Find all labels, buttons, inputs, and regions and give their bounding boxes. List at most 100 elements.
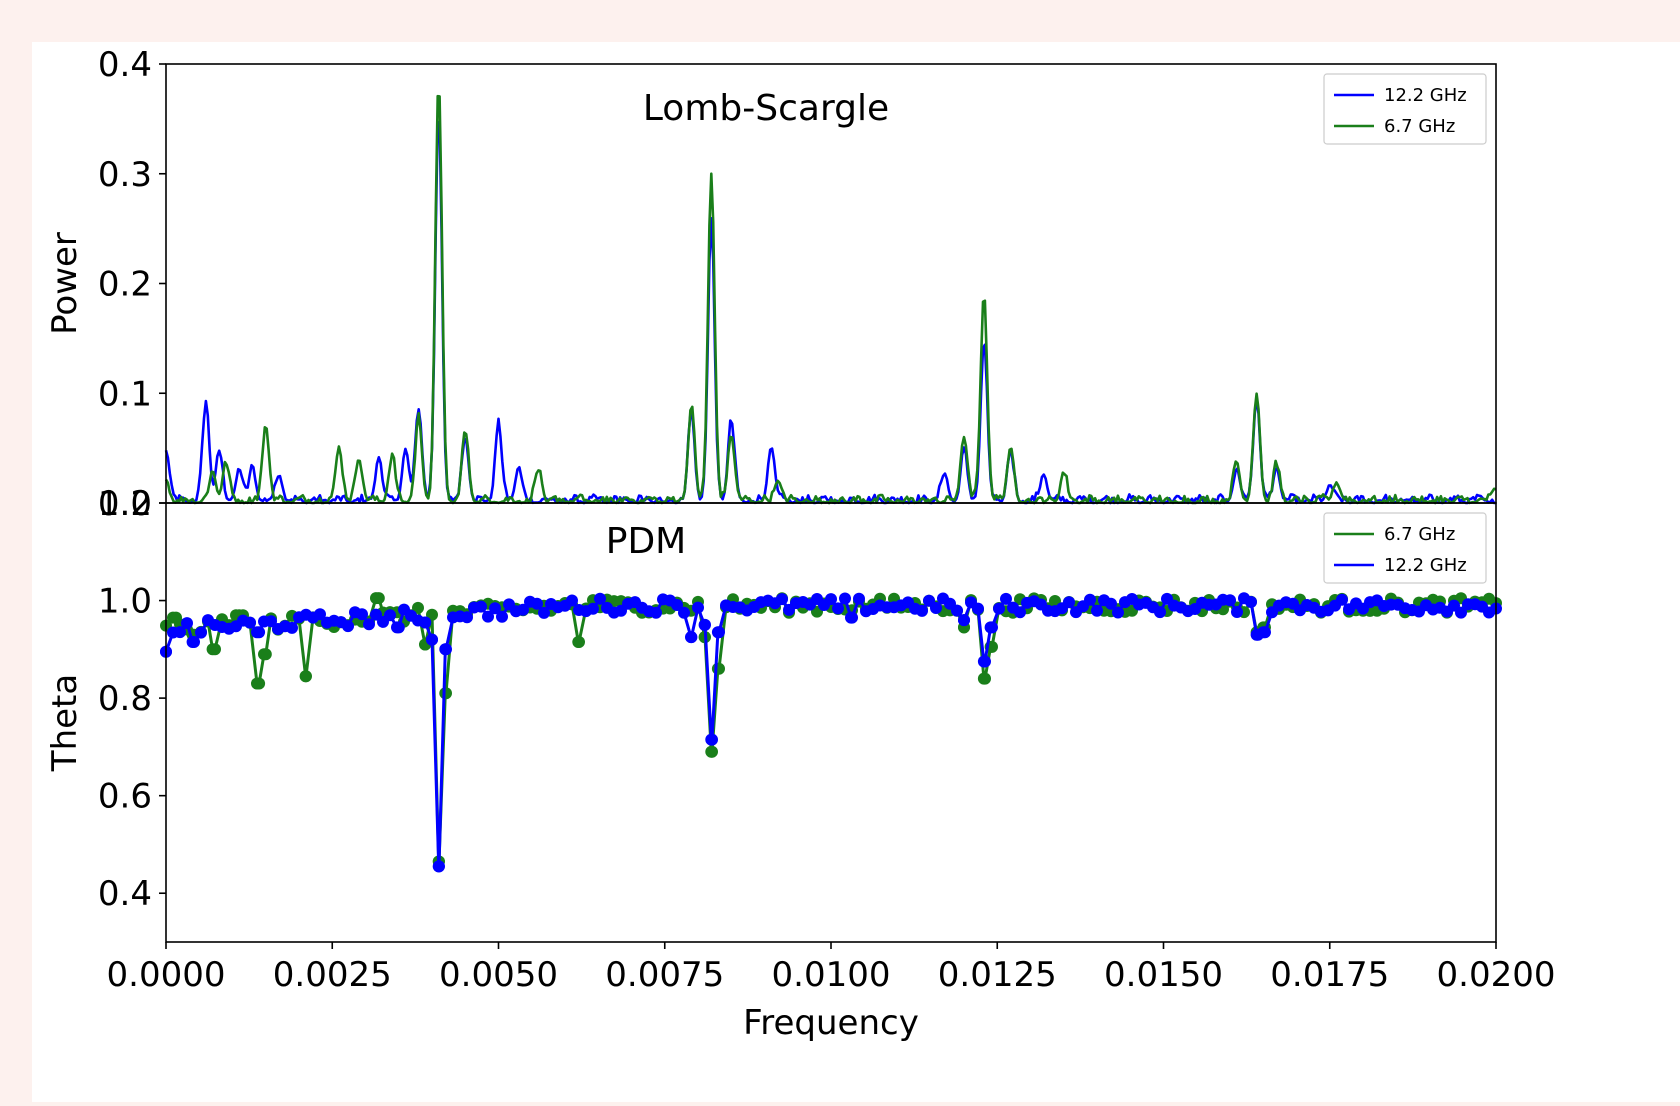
y-tick-label: 0.0 xyxy=(98,484,152,524)
x-tick-label: 0.0150 xyxy=(1104,955,1223,995)
panel-title: Lomb-Scargle xyxy=(643,88,889,129)
pdm-data-point xyxy=(1000,592,1012,605)
pdm-axes-frame xyxy=(165,502,1497,943)
pdm-data-point xyxy=(839,592,851,605)
pdm-data-point xyxy=(195,626,207,639)
pdm-data-point xyxy=(776,593,788,606)
pdm-data-point xyxy=(587,602,599,615)
pdm-data-point xyxy=(482,610,494,623)
pdm-data-point xyxy=(1455,606,1467,619)
pdm-data-point xyxy=(1154,606,1166,619)
y-tick-label: 0.3 xyxy=(98,155,152,195)
x-tick-label: 0.0125 xyxy=(938,955,1057,995)
pdm-data-point xyxy=(181,617,193,630)
pdm-data-point xyxy=(993,602,1005,615)
legend-label: 12.2 GHz xyxy=(1384,85,1467,106)
pdm-data-point xyxy=(475,600,487,613)
y-tick-label: 0.8 xyxy=(98,679,152,719)
pdm-data-point xyxy=(1245,596,1257,608)
pdm-data-point xyxy=(419,616,432,629)
pdm-data-point xyxy=(244,616,256,629)
legend-label: 6.7 GHz xyxy=(1384,524,1455,545)
figure: 0.0 0.1 0.2 0.3 0.4 Power Lomb-Scargle 12.2 GHz… xyxy=(32,42,1680,1102)
ls-series-line-122ghz xyxy=(164,120,1497,505)
pdm-data-point xyxy=(594,592,606,605)
periodogram-chart: 0.0 0.1 0.2 0.3 0.4 Power Lomb-Scargle 12.2 GHz… xyxy=(45,45,1555,1043)
pdm-data-point xyxy=(384,609,396,622)
pdm-data-point xyxy=(650,606,662,619)
pdm-data-point xyxy=(1084,593,1096,606)
pdm-data-point xyxy=(1014,606,1026,619)
x-tick-label: 0.0100 xyxy=(772,955,891,995)
pdm-data-point xyxy=(972,602,984,615)
pdm-data-point xyxy=(825,593,837,606)
pdm-data-point xyxy=(706,733,718,746)
pdm-data-point xyxy=(440,687,452,700)
legend-label: 12.2 GHz xyxy=(1384,555,1467,576)
pdm-data-point xyxy=(412,601,424,614)
x-axis-title: Frequency xyxy=(743,1003,919,1043)
pdm-data-point xyxy=(461,611,473,624)
pdm-data-point xyxy=(259,648,272,661)
y-tick-label: 1.0 xyxy=(98,582,152,622)
ls-legend: 12.2 GHz 6.7 GHz xyxy=(1323,73,1487,145)
y-tick-label: 0.4 xyxy=(98,45,152,85)
y-tick-label: 0.1 xyxy=(98,374,152,414)
pdm-data-point xyxy=(958,614,970,627)
pdm-data-point xyxy=(253,626,266,639)
y-axis-title: Theta xyxy=(45,674,85,772)
pdm-data-point xyxy=(517,603,529,616)
pdm-data-point xyxy=(300,670,312,683)
pdm-data-point xyxy=(253,677,266,690)
x-tick-label: 0.0075 xyxy=(605,955,724,995)
pdm-data-point xyxy=(188,636,200,648)
pdm-data-point xyxy=(706,745,718,758)
pdm-data-point xyxy=(986,621,998,634)
pdm-data-point xyxy=(566,594,578,607)
pdm-data-point xyxy=(531,597,543,610)
pdm-data-point xyxy=(678,606,690,619)
y-axis-title: Power xyxy=(45,232,85,335)
pdm-panel: 0.4 0.6 0.8 1.0 1.2 Theta PDM 0.0000 0.0025 0.005… xyxy=(45,484,1555,1043)
pdm-data-point xyxy=(489,602,501,615)
pdm-data-point xyxy=(951,604,963,617)
pdm-data-point xyxy=(174,626,186,639)
pdm-data-point xyxy=(979,655,991,668)
pdm-data-point xyxy=(426,633,438,646)
pdm-data-point xyxy=(265,615,277,628)
pdm-data-point xyxy=(573,636,585,648)
pdm-data-point xyxy=(440,643,452,656)
x-tick-label: 0.0025 xyxy=(273,955,392,995)
pdm-data-point xyxy=(930,602,942,614)
pdm-data-point xyxy=(342,620,354,633)
pdm-series-line-67ghz xyxy=(164,596,1497,863)
pdm-data-point xyxy=(846,611,858,624)
pdm-data-point xyxy=(356,608,368,621)
pdm-data-point xyxy=(685,631,698,644)
pdm-data-point xyxy=(1063,596,1075,609)
pdm-data-point xyxy=(1224,594,1236,607)
y-tick-label: 0.4 xyxy=(98,874,152,914)
pdm-data-point xyxy=(1336,593,1348,606)
pdm-data-point xyxy=(1259,626,1271,639)
pdm-data-point xyxy=(433,860,445,873)
pdm-data-point xyxy=(671,599,683,611)
pdm-data-point xyxy=(699,618,711,631)
pdm-data-point xyxy=(314,608,326,621)
x-tick-label: 0.0050 xyxy=(439,955,558,995)
pdm-data-point xyxy=(286,621,298,634)
x-tick-label: 0.0175 xyxy=(1270,955,1389,995)
pdm-data-point xyxy=(692,601,704,614)
pdm-legend: 6.7 GHz 12.2 GHz xyxy=(1323,512,1487,584)
pdm-data-point xyxy=(1105,597,1117,610)
pdm-data-point xyxy=(916,604,928,617)
pdm-data-point xyxy=(496,610,508,623)
lomb-scargle-panel: 0.0 0.1 0.2 0.3 0.4 Power Lomb-Scargle 12.2 GHz… xyxy=(45,45,1497,524)
y-tick-label: 0.6 xyxy=(98,777,152,817)
legend-label: 6.7 GHz xyxy=(1384,116,1455,137)
pdm-data-point xyxy=(538,606,550,619)
panel-title: PDM xyxy=(606,521,687,562)
y-tick-label: 1.2 xyxy=(98,484,152,524)
pdm-data-point xyxy=(372,592,385,605)
pdm-data-point xyxy=(1112,606,1124,619)
